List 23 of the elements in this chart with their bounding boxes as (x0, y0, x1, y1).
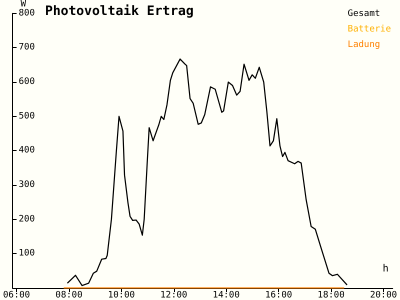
y-axis-title: W (20, 0, 27, 10)
x-tick-label: 18:00 (318, 290, 345, 300)
x-tick-label: 20:00 (370, 290, 398, 300)
chart-title: Photovoltaik Ertrag (45, 4, 194, 19)
legend-label: Batterie (348, 24, 392, 34)
x-tick-label: 12:00 (160, 290, 188, 300)
x-tick-label: 16:00 (265, 290, 292, 300)
y-tick-label: 100 (18, 248, 35, 259)
y-tick-label: 800 (18, 8, 35, 18)
text: Gesamt (348, 9, 380, 19)
x-axis-title: h (382, 264, 389, 274)
y-tick-label: 500 (18, 111, 35, 122)
y-tick-label: 600 (18, 77, 35, 88)
x-tick-label: 10:00 (108, 290, 135, 300)
y-tick-label: 200 (18, 214, 35, 224)
x-tick-label: 14:00 (212, 290, 240, 300)
y-tick-label: 300 (18, 180, 35, 190)
text: Ladung (348, 40, 380, 50)
y-tick-label: 700 (18, 42, 35, 53)
x-tick-label: 08:00 (55, 290, 82, 300)
line-series (66, 58, 348, 286)
y-tick-label: 400 (18, 146, 35, 156)
x-tick-label: 06:00 (2, 290, 30, 300)
